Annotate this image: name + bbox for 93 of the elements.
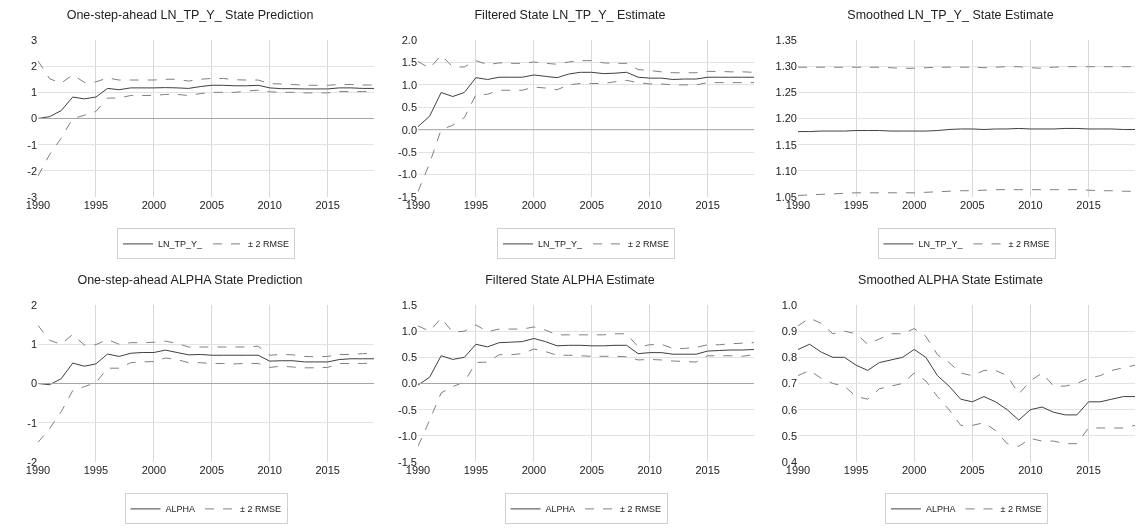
legend-label: ± 2 RMSE <box>1008 239 1050 250</box>
y-tick-label: 0.8 <box>781 351 797 364</box>
line-series <box>798 343 1135 421</box>
x-tick-label: 2010 <box>637 199 662 211</box>
line-series <box>418 317 754 349</box>
legend-label: ± 2 RMSE <box>248 239 289 250</box>
legend-label: ALPHA <box>926 504 956 515</box>
chart-title: Filtered State LN_TP_Y_ Estimate <box>474 8 666 23</box>
chart-title: Smoothed LN_TP_Y_ State Estimate <box>847 8 1054 23</box>
x-tick-label: 1995 <box>843 199 869 211</box>
y-tick-label: 0 <box>30 377 37 390</box>
line-series <box>418 71 754 128</box>
y-tick-label: 1 <box>30 86 37 99</box>
y-tick-label: 1.35 <box>775 33 797 46</box>
line-series <box>38 349 374 386</box>
x-tick-label: 2015 <box>1076 199 1101 211</box>
x-tick-label: 2005 <box>199 464 225 476</box>
legend-label: ALPHA <box>165 504 196 515</box>
y-tick-label: -1 <box>27 138 37 151</box>
x-tick-label: 2015 <box>695 464 720 476</box>
y-tick-label: 1.5 <box>401 298 417 311</box>
y-tick-label: 0.5 <box>781 429 797 442</box>
x-tick-label: 2015 <box>695 199 720 211</box>
x-tick-label: 2010 <box>1018 199 1043 211</box>
y-tick-label: 2 <box>30 298 37 311</box>
y-tick-label: 1.15 <box>775 138 797 151</box>
y-tick-label: 1.25 <box>775 86 797 99</box>
x-tick-label: 2005 <box>199 199 225 211</box>
legend-label: LN_TP_Y_ <box>158 239 204 250</box>
y-tick-label: 0.0 <box>401 377 417 390</box>
line-series <box>418 79 754 193</box>
y-tick-label: 3 <box>30 33 37 46</box>
y-tick-label: 0.5 <box>401 351 417 364</box>
chart-title: Filtered State ALPHA Estimate <box>485 273 655 288</box>
x-tick-label: 1995 <box>463 199 489 211</box>
x-tick-label: 1995 <box>463 464 489 476</box>
x-tick-label: 2015 <box>315 464 340 476</box>
line-series <box>418 337 754 386</box>
y-tick-label: 0.6 <box>781 403 797 416</box>
legend-label: ± 2 RMSE <box>240 504 281 515</box>
x-tick-label: 2005 <box>579 464 605 476</box>
y-tick-label: 1.0 <box>781 298 797 311</box>
y-tick-label: -1.0 <box>398 168 417 181</box>
x-tick-label: 2005 <box>960 199 985 211</box>
x-tick-label: 2000 <box>901 464 927 476</box>
y-tick-label: 0.5 <box>401 101 417 114</box>
legend-label: ± 2 RMSE <box>1000 504 1042 515</box>
x-tick-label: 1995 <box>83 199 109 211</box>
x-tick-label: 1995 <box>83 464 109 476</box>
x-tick-label: 2010 <box>257 464 282 476</box>
y-tick-label: 0 <box>30 112 37 125</box>
y-tick-label: 1.5 <box>401 56 417 69</box>
y-tick-label: -1.0 <box>398 429 417 442</box>
y-tick-label: 1.10 <box>775 164 797 177</box>
x-tick-label: 2000 <box>141 464 167 476</box>
x-tick-label: 2010 <box>257 199 282 211</box>
x-tick-label: 2000 <box>521 199 547 211</box>
x-tick-label: 2010 <box>1018 464 1043 476</box>
legend-label: ± 2 RMSE <box>628 239 669 250</box>
x-tick-label: 1995 <box>843 464 869 476</box>
line-series <box>798 317 1135 395</box>
x-tick-label: 2015 <box>315 199 340 211</box>
y-tick-label: 2 <box>30 60 37 73</box>
x-tick-label: 2010 <box>637 464 662 476</box>
chart-title: One-step-ahead LN_TP_Y_ State Prediction <box>66 8 314 23</box>
x-tick-label: 2005 <box>579 199 605 211</box>
y-tick-label: 1.0 <box>401 78 417 91</box>
y-tick-label: 0.0 <box>401 123 417 136</box>
legend-label: LN_TP_Y_ <box>918 239 964 250</box>
line-series <box>38 60 374 86</box>
x-tick-label: 2005 <box>960 464 985 476</box>
y-tick-label: 2.0 <box>401 33 417 46</box>
x-tick-label: 2000 <box>141 199 167 211</box>
line-series <box>38 84 374 119</box>
x-tick-label: 2000 <box>901 199 927 211</box>
y-tick-label: 0.7 <box>781 377 797 390</box>
y-tick-label: 0.9 <box>781 325 797 338</box>
y-tick-label: 1.0 <box>401 325 417 338</box>
y-tick-label: -0.5 <box>398 403 417 416</box>
chart-title: One-step-ahead ALPHA State Prediction <box>77 273 303 288</box>
y-tick-label: 1 <box>30 338 37 351</box>
y-tick-label: 1.30 <box>775 60 797 73</box>
x-tick-label: 2015 <box>1076 464 1101 476</box>
y-tick-label: -0.5 <box>398 145 417 158</box>
legend-label: ± 2 RMSE <box>620 504 661 515</box>
y-tick-label: -2 <box>27 164 37 177</box>
chart-title: Smoothed ALPHA State Estimate <box>858 273 1043 288</box>
y-tick-label: 1.20 <box>775 112 797 125</box>
line-series <box>798 369 1135 447</box>
y-tick-label: -1 <box>27 416 37 429</box>
x-tick-label: 2000 <box>521 464 547 476</box>
legend-label: LN_TP_Y_ <box>538 239 584 250</box>
legend-label: ALPHA <box>545 504 576 515</box>
